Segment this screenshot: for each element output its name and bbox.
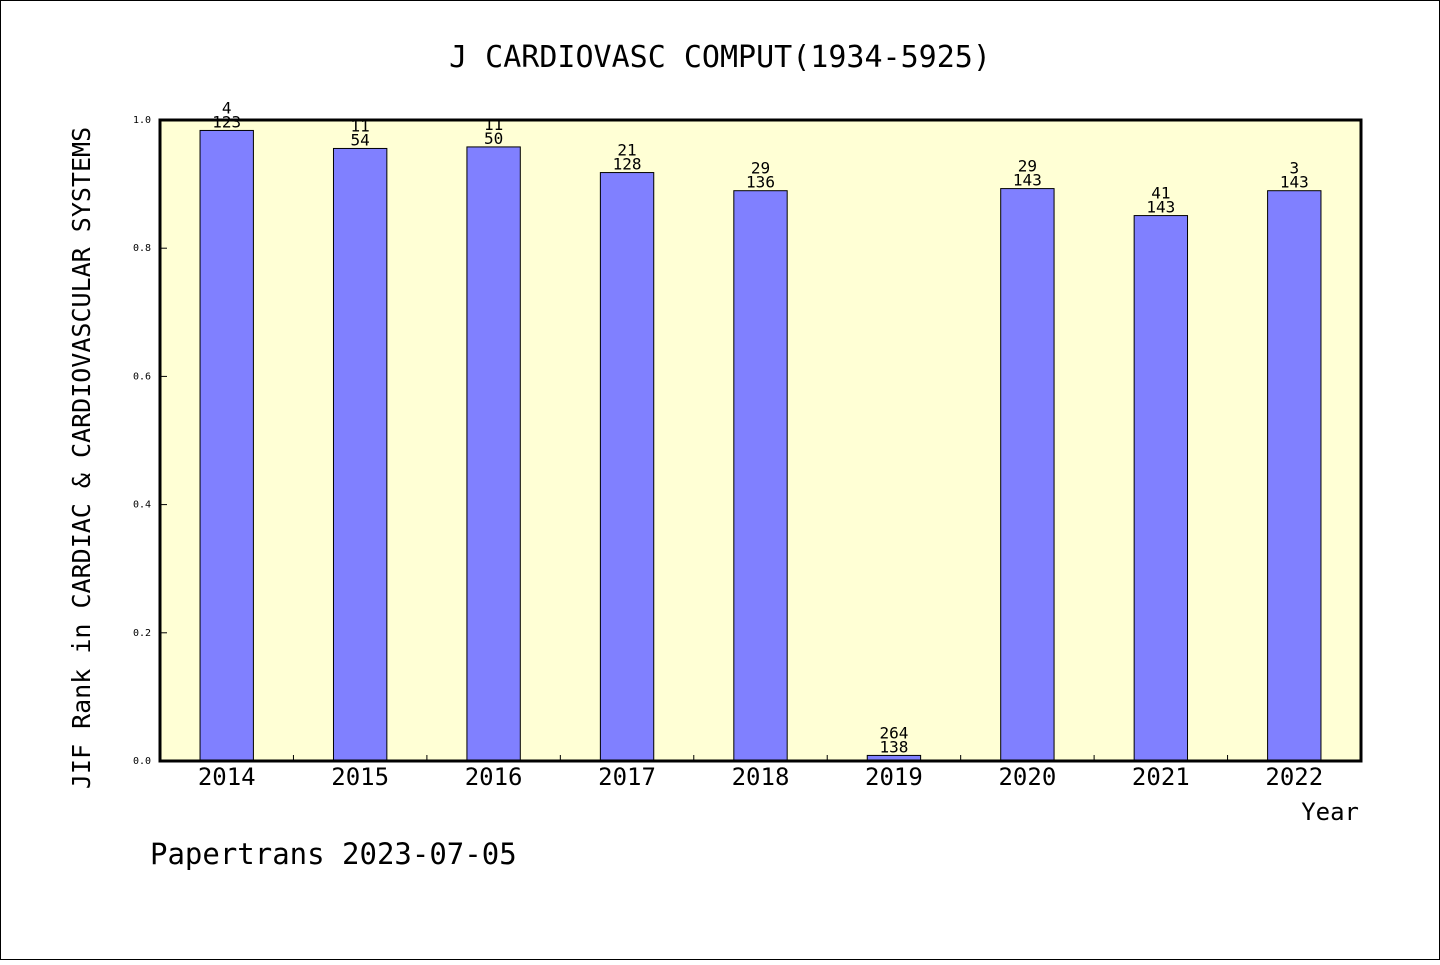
bar-label-rank-2022: 3	[1289, 159, 1299, 178]
bar-label-total-2014: 123	[212, 112, 241, 131]
footer-source: Papertrans 2023-07-05	[150, 837, 517, 871]
bar-label-rank-2014: 4	[222, 98, 232, 117]
bar-2021	[1133, 215, 1189, 762]
bar-2016	[466, 146, 521, 762]
bar-2017	[599, 172, 655, 762]
x-tick-label-2015: 2015	[331, 763, 389, 791]
x-axis-label: Year	[1301, 798, 1359, 826]
bar-2014	[199, 129, 254, 762]
bars-group	[199, 129, 1322, 762]
bar-label-total-2016: 50	[484, 129, 503, 148]
x-tick-label-2020: 2020	[998, 763, 1056, 791]
bar-label-total-2017: 128	[613, 155, 642, 174]
y-axis-label: JIF Rank in CARDIAC & CARDIOVASCULAR SYS…	[67, 127, 96, 789]
y-tick-label-1: 0.2	[133, 628, 151, 639]
y-tick-label-3: 0.6	[133, 371, 151, 382]
bar-2022	[1267, 190, 1322, 762]
y-tick-label-4: 0.8	[133, 243, 151, 254]
bar-2015	[332, 147, 388, 762]
x-tick-label-2018: 2018	[732, 763, 790, 791]
x-axis: 2014 2015 2016 2017 2018 2019 2020 2021 2022	[198, 755, 1323, 791]
bar-label-total-2015: 54	[351, 130, 370, 149]
bar-label-rank-2016: 11	[484, 115, 503, 134]
bar-label-rank-2021: 41	[1151, 184, 1170, 203]
bar-label-total-2019: 138	[879, 737, 908, 756]
x-tick-label-2017: 2017	[598, 763, 656, 791]
bar-2020	[1000, 188, 1055, 762]
bar-label-rank-2020: 29	[1018, 157, 1037, 176]
bar-label-total-2021: 143	[1146, 198, 1175, 217]
x-tick-label-2014: 2014	[198, 763, 256, 791]
bar-2018	[733, 190, 788, 762]
y-tick-label-2: 0.4	[133, 500, 151, 511]
y-tick-label-0: 0.0	[133, 756, 151, 767]
plot-frame	[158, 118, 1363, 763]
x-tick-label-2019: 2019	[865, 763, 923, 791]
y-tick-label-5: 1.0	[133, 115, 151, 126]
bar-label-total-2018: 136	[746, 173, 775, 192]
chart-title: J CARDIOVASC COMPUT(1934-5925)	[449, 40, 991, 75]
bar-label-total-2020: 143	[1013, 171, 1042, 190]
x-tick-label-2022: 2022	[1265, 763, 1323, 791]
bar-label-rank-2019: 264	[879, 723, 908, 742]
x-tick-label-2016: 2016	[465, 763, 523, 791]
bar-label-rank-2017: 21	[617, 141, 636, 160]
x-tick-label-2021: 2021	[1132, 763, 1190, 791]
bar-label-total-2022: 143	[1280, 173, 1309, 192]
bar-label-rank-2018: 29	[751, 159, 770, 178]
